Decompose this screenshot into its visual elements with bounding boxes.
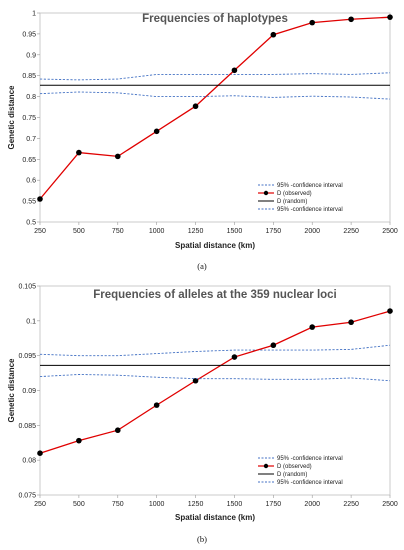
legend-marker	[263, 190, 269, 196]
x-tick-label: 250	[34, 501, 46, 508]
series-line	[39, 16, 391, 200]
chart-b: 0.075 0.08 0.085 0.09 0.095 0.1 0.105 250 500 750…	[7, 284, 398, 545]
y-tick-label: 0.105	[18, 284, 36, 291]
legend-marker	[263, 463, 269, 469]
data-point	[153, 128, 160, 135]
x-tick-label: 750	[112, 501, 124, 508]
series-line	[39, 310, 391, 454]
plot-area	[39, 12, 391, 223]
legend-label: 95% -confidence interval	[277, 480, 343, 486]
y-tick-label: 0.5	[26, 220, 36, 227]
y-axis-title: Genetic distance	[7, 85, 16, 150]
legend-label: D (random)	[277, 199, 307, 205]
y-tick-label: 1	[32, 11, 36, 18]
legend-label: 95% -confidence interval	[277, 456, 343, 462]
y-tick-label: 0.8	[26, 94, 36, 101]
legend-label: D (observed)	[277, 464, 312, 470]
x-axis-title: Spatial distance (km)	[175, 241, 255, 250]
x-tick-label: 500	[73, 228, 85, 235]
y-tick-label: 0.6	[26, 178, 36, 185]
legend-label: 95% -confidence interval	[277, 183, 343, 189]
data-point	[37, 450, 43, 457]
data-point	[231, 354, 238, 360]
x-tick-label: 2500	[382, 501, 398, 508]
legend-label: 95% -confidence interval	[277, 207, 343, 213]
data-point	[309, 324, 316, 330]
y-tick-label: 0.1	[26, 318, 36, 325]
data-point	[37, 196, 43, 202]
x-tick-label: 250	[34, 228, 46, 235]
y-tick-label: 0.65	[22, 157, 36, 164]
y-tick-label: 0.085	[18, 423, 36, 430]
data-point	[76, 149, 82, 156]
series-line	[39, 91, 391, 100]
chart-title: Frequencies of alleles at the 359 nuclea…	[93, 289, 337, 301]
chart-title: Frequencies of haplotypes	[142, 13, 288, 25]
data-point	[309, 19, 316, 26]
data-point	[114, 427, 121, 434]
data-point	[348, 319, 354, 326]
x-tick-label: 750	[112, 228, 124, 235]
y-tick-label: 0.85	[22, 73, 36, 80]
x-tick-label: 1750	[266, 228, 282, 235]
series-line	[39, 374, 391, 382]
x-tick-label: 2000	[304, 501, 320, 508]
series-line	[39, 72, 391, 81]
legend-label: D (observed)	[277, 191, 312, 197]
y-tick-label: 0.95	[22, 31, 36, 38]
data-point	[153, 402, 160, 408]
x-tick-label: 1250	[188, 501, 204, 508]
data-point	[192, 103, 199, 110]
y-axis-title: Genetic distance	[7, 358, 16, 423]
x-tick-label: 2250	[343, 228, 359, 235]
x-axis-title: Spatial distance (km)	[175, 513, 255, 522]
data-point	[387, 14, 393, 20]
y-tick-label: 0.095	[18, 353, 36, 360]
data-point	[231, 67, 238, 74]
figure-caption: (a)	[197, 261, 207, 271]
data-point	[270, 31, 277, 38]
x-tick-label: 1750	[266, 501, 282, 508]
data-point	[192, 377, 199, 384]
x-tick-label: 2500	[382, 228, 398, 235]
legend: 95% -confidence interval D (observed) D (r…	[258, 183, 343, 213]
y-tick-label: 0.075	[18, 493, 36, 500]
x-tick-label: 1000	[149, 228, 165, 235]
x-tick-label: 1500	[227, 501, 243, 508]
series-line	[39, 344, 391, 357]
data-point	[387, 308, 393, 314]
x-tick-label: 1500	[227, 228, 243, 235]
data-point	[348, 16, 354, 23]
x-tick-label: 1000	[149, 501, 165, 508]
y-tick-label: 0.08	[22, 458, 36, 465]
y-tick-label: 0.75	[22, 115, 36, 122]
legend: 95% -confidence interval D (observed) D (r…	[258, 456, 343, 486]
data-point	[76, 437, 82, 444]
x-tick-label: 500	[73, 501, 85, 508]
y-tick-label: 0.09	[22, 388, 36, 395]
x-tick-label: 2000	[304, 228, 320, 235]
y-tick-label: 0.9	[26, 52, 36, 59]
x-tick-label: 2250	[343, 501, 359, 508]
plot-area	[39, 285, 391, 496]
y-tick-label: 0.7	[26, 136, 36, 143]
y-tick-label: 0.55	[22, 199, 36, 206]
figure-caption: (b)	[197, 534, 207, 544]
data-point	[270, 342, 277, 349]
legend-label: D (random)	[277, 472, 307, 478]
data-point	[114, 153, 121, 160]
x-tick-label: 1250	[188, 228, 204, 235]
